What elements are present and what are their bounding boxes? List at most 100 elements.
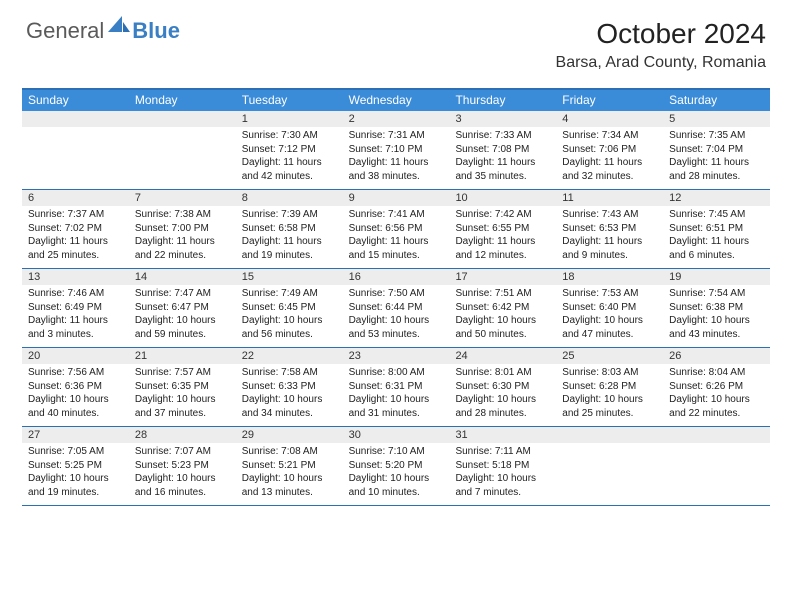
sunset-text: Sunset: 6:38 PM (669, 301, 764, 315)
daylight-text: Daylight: 11 hours and 35 minutes. (455, 156, 550, 183)
sunrise-text: Sunrise: 7:11 AM (455, 445, 550, 459)
day-number: 4 (556, 111, 663, 127)
sunset-text: Sunset: 6:47 PM (135, 301, 230, 315)
day-cell: 6Sunrise: 7:37 AMSunset: 7:02 PMDaylight… (22, 190, 129, 268)
day-number: 7 (129, 190, 236, 206)
daylight-text: Daylight: 10 hours and 25 minutes. (562, 393, 657, 420)
day-cell (556, 427, 663, 505)
daylight-text: Daylight: 11 hours and 3 minutes. (28, 314, 123, 341)
sunrise-text: Sunrise: 7:41 AM (349, 208, 444, 222)
sunset-text: Sunset: 7:02 PM (28, 222, 123, 236)
sunrise-text: Sunrise: 7:57 AM (135, 366, 230, 380)
logo-text-general: General (26, 18, 104, 44)
daylight-text: Daylight: 11 hours and 6 minutes. (669, 235, 764, 262)
sunset-text: Sunset: 5:23 PM (135, 459, 230, 473)
day-content: Sunrise: 7:34 AMSunset: 7:06 PMDaylight:… (556, 127, 663, 187)
day-cell: 21Sunrise: 7:57 AMSunset: 6:35 PMDayligh… (129, 348, 236, 426)
day-cell: 28Sunrise: 7:07 AMSunset: 5:23 PMDayligh… (129, 427, 236, 505)
daylight-text: Daylight: 10 hours and 34 minutes. (242, 393, 337, 420)
day-number: 24 (449, 348, 556, 364)
day-content: Sunrise: 8:01 AMSunset: 6:30 PMDaylight:… (449, 364, 556, 424)
day-content: Sunrise: 7:53 AMSunset: 6:40 PMDaylight:… (556, 285, 663, 345)
day-content: Sunrise: 7:50 AMSunset: 6:44 PMDaylight:… (343, 285, 450, 345)
location: Barsa, Arad County, Romania (556, 54, 766, 72)
day-content: Sunrise: 7:31 AMSunset: 7:10 PMDaylight:… (343, 127, 450, 187)
sunset-text: Sunset: 6:55 PM (455, 222, 550, 236)
sunrise-text: Sunrise: 7:51 AM (455, 287, 550, 301)
day-number: 27 (22, 427, 129, 443)
day-cell: 4Sunrise: 7:34 AMSunset: 7:06 PMDaylight… (556, 111, 663, 189)
day-number: 3 (449, 111, 556, 127)
sunrise-text: Sunrise: 7:39 AM (242, 208, 337, 222)
sunset-text: Sunset: 6:49 PM (28, 301, 123, 315)
sunrise-text: Sunrise: 7:31 AM (349, 129, 444, 143)
sunset-text: Sunset: 6:44 PM (349, 301, 444, 315)
day-content: Sunrise: 7:33 AMSunset: 7:08 PMDaylight:… (449, 127, 556, 187)
daylight-text: Daylight: 10 hours and 50 minutes. (455, 314, 550, 341)
day-number: 6 (22, 190, 129, 206)
day-number: 30 (343, 427, 450, 443)
day-number: 18 (556, 269, 663, 285)
day-number: 12 (663, 190, 770, 206)
sunrise-text: Sunrise: 7:49 AM (242, 287, 337, 301)
day-number (663, 427, 770, 443)
day-cell (22, 111, 129, 189)
sunset-text: Sunset: 5:18 PM (455, 459, 550, 473)
sunset-text: Sunset: 6:35 PM (135, 380, 230, 394)
header: General Blue October 2024 Barsa, Arad Co… (0, 0, 792, 78)
day-number: 25 (556, 348, 663, 364)
day-content: Sunrise: 7:07 AMSunset: 5:23 PMDaylight:… (129, 443, 236, 503)
day-cell: 26Sunrise: 8:04 AMSunset: 6:26 PMDayligh… (663, 348, 770, 426)
day-cell: 22Sunrise: 7:58 AMSunset: 6:33 PMDayligh… (236, 348, 343, 426)
sunrise-text: Sunrise: 7:30 AM (242, 129, 337, 143)
daylight-text: Daylight: 10 hours and 22 minutes. (669, 393, 764, 420)
day-content: Sunrise: 7:38 AMSunset: 7:00 PMDaylight:… (129, 206, 236, 266)
day-content: Sunrise: 7:08 AMSunset: 5:21 PMDaylight:… (236, 443, 343, 503)
day-number: 9 (343, 190, 450, 206)
day-header-sunday: Sunday (22, 90, 129, 111)
day-content: Sunrise: 7:41 AMSunset: 6:56 PMDaylight:… (343, 206, 450, 266)
sunrise-text: Sunrise: 7:33 AM (455, 129, 550, 143)
sunset-text: Sunset: 5:21 PM (242, 459, 337, 473)
day-header-thursday: Thursday (449, 90, 556, 111)
day-cell: 12Sunrise: 7:45 AMSunset: 6:51 PMDayligh… (663, 190, 770, 268)
week-row: 20Sunrise: 7:56 AMSunset: 6:36 PMDayligh… (22, 348, 770, 427)
daylight-text: Daylight: 11 hours and 25 minutes. (28, 235, 123, 262)
day-number: 1 (236, 111, 343, 127)
sunrise-text: Sunrise: 7:08 AM (242, 445, 337, 459)
sunrise-text: Sunrise: 7:43 AM (562, 208, 657, 222)
day-cell: 15Sunrise: 7:49 AMSunset: 6:45 PMDayligh… (236, 269, 343, 347)
daylight-text: Daylight: 10 hours and 10 minutes. (349, 472, 444, 499)
sunrise-text: Sunrise: 7:42 AM (455, 208, 550, 222)
week-row: 13Sunrise: 7:46 AMSunset: 6:49 PMDayligh… (22, 269, 770, 348)
day-number: 14 (129, 269, 236, 285)
sunrise-text: Sunrise: 8:01 AM (455, 366, 550, 380)
day-cell: 1Sunrise: 7:30 AMSunset: 7:12 PMDaylight… (236, 111, 343, 189)
day-content: Sunrise: 8:04 AMSunset: 6:26 PMDaylight:… (663, 364, 770, 424)
day-number: 10 (449, 190, 556, 206)
sunset-text: Sunset: 6:36 PM (28, 380, 123, 394)
daylight-text: Daylight: 11 hours and 38 minutes. (349, 156, 444, 183)
day-number: 16 (343, 269, 450, 285)
calendar: Sunday Monday Tuesday Wednesday Thursday… (22, 88, 770, 506)
daylight-text: Daylight: 10 hours and 7 minutes. (455, 472, 550, 499)
daylight-text: Daylight: 11 hours and 15 minutes. (349, 235, 444, 262)
day-content: Sunrise: 7:30 AMSunset: 7:12 PMDaylight:… (236, 127, 343, 187)
day-number (129, 111, 236, 127)
month-title: October 2024 (556, 18, 766, 50)
sunset-text: Sunset: 7:08 PM (455, 143, 550, 157)
day-content: Sunrise: 7:43 AMSunset: 6:53 PMDaylight:… (556, 206, 663, 266)
day-content: Sunrise: 7:45 AMSunset: 6:51 PMDaylight:… (663, 206, 770, 266)
day-cell (129, 111, 236, 189)
day-content: Sunrise: 7:35 AMSunset: 7:04 PMDaylight:… (663, 127, 770, 187)
day-content: Sunrise: 7:05 AMSunset: 5:25 PMDaylight:… (22, 443, 129, 503)
day-cell: 19Sunrise: 7:54 AMSunset: 6:38 PMDayligh… (663, 269, 770, 347)
day-content: Sunrise: 7:56 AMSunset: 6:36 PMDaylight:… (22, 364, 129, 424)
sunrise-text: Sunrise: 7:58 AM (242, 366, 337, 380)
daylight-text: Daylight: 11 hours and 28 minutes. (669, 156, 764, 183)
day-header-tuesday: Tuesday (236, 90, 343, 111)
day-number: 8 (236, 190, 343, 206)
sunset-text: Sunset: 5:25 PM (28, 459, 123, 473)
week-row: 6Sunrise: 7:37 AMSunset: 7:02 PMDaylight… (22, 190, 770, 269)
day-number: 21 (129, 348, 236, 364)
